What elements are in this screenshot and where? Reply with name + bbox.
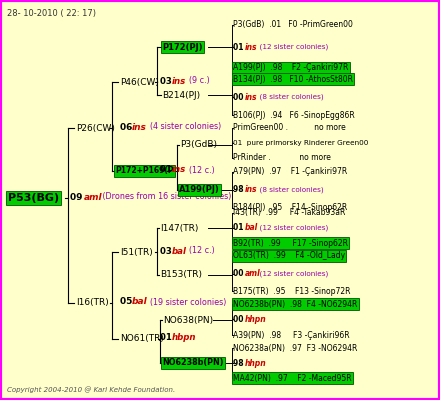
Text: NO61(TR): NO61(TR)	[120, 334, 164, 344]
Text: 01: 01	[233, 42, 246, 52]
Text: P53(BG): P53(BG)	[8, 193, 59, 203]
Text: 98: 98	[233, 186, 246, 194]
Text: PrRinder .            no more: PrRinder . no more	[233, 154, 331, 162]
Text: (9 c.): (9 c.)	[184, 76, 210, 86]
Text: (12 sister colonies): (12 sister colonies)	[255, 44, 328, 50]
Text: 03: 03	[160, 246, 175, 256]
Text: I51(TR): I51(TR)	[120, 248, 153, 256]
Text: Copyright 2004-2010 @ Karl Kehde Foundation.: Copyright 2004-2010 @ Karl Kehde Foundat…	[7, 386, 175, 393]
Text: B153(TR): B153(TR)	[160, 270, 202, 280]
Text: B134(PJ)  .98   F10 -AthosSt80R: B134(PJ) .98 F10 -AthosSt80R	[233, 74, 353, 84]
Text: (19 sister colonies): (19 sister colonies)	[145, 298, 226, 306]
Text: bal: bal	[245, 224, 258, 232]
Text: A199(PJ): A199(PJ)	[179, 186, 220, 194]
Text: ins: ins	[245, 92, 257, 102]
Text: (Drones from 16 sister colonies): (Drones from 16 sister colonies)	[100, 192, 231, 202]
Text: bal: bal	[132, 298, 148, 306]
Text: A39(PN)  .98     F3 -Çankiri96R: A39(PN) .98 F3 -Çankiri96R	[233, 330, 350, 340]
Text: B184(PJ)  .95    F14 -Sinop62R: B184(PJ) .95 F14 -Sinop62R	[233, 204, 347, 212]
Text: NO6238b(PN)  .98  F4 -NO6294R: NO6238b(PN) .98 F4 -NO6294R	[233, 300, 357, 308]
Text: NO6238b(PN): NO6238b(PN)	[162, 358, 224, 368]
Text: B106(PJ)  .94   F6 -SinopEgg86R: B106(PJ) .94 F6 -SinopEgg86R	[233, 110, 355, 120]
Text: ins: ins	[245, 186, 257, 194]
Text: 28- 10-2010 ( 22: 17): 28- 10-2010 ( 22: 17)	[7, 9, 96, 18]
Text: NO6238a(PN)  .97  F3 -NO6294R: NO6238a(PN) .97 F3 -NO6294R	[233, 344, 357, 352]
Text: (12 c.): (12 c.)	[184, 166, 215, 174]
Text: aml: aml	[245, 270, 261, 278]
Text: MA42(PN)  .97    F2 -Maced95R: MA42(PN) .97 F2 -Maced95R	[233, 374, 352, 382]
Text: ins: ins	[132, 122, 147, 132]
Text: ins: ins	[172, 76, 186, 86]
Text: 06: 06	[120, 122, 136, 132]
Text: hhpn: hhpn	[245, 314, 267, 324]
Text: 01: 01	[160, 334, 175, 342]
Text: A79(PN)  .97    F1 -Çankiri97R: A79(PN) .97 F1 -Çankiri97R	[233, 168, 347, 176]
Text: aml: aml	[84, 192, 103, 202]
Text: (12 c.): (12 c.)	[184, 246, 215, 256]
Text: 00: 00	[233, 270, 246, 278]
Text: PrimGreen00 .           no more: PrimGreen00 . no more	[233, 124, 346, 132]
Text: (8 sister colonies): (8 sister colonies)	[255, 187, 324, 193]
Text: B92(TR)  .99     F17 -Sinop62R: B92(TR) .99 F17 -Sinop62R	[233, 238, 348, 248]
Text: ins: ins	[245, 42, 257, 52]
Text: (12 sister colonies): (12 sister colonies)	[255, 225, 328, 231]
Text: 05: 05	[120, 298, 136, 306]
Text: P26(CW): P26(CW)	[76, 124, 115, 132]
Text: (4 sister colonies): (4 sister colonies)	[145, 122, 221, 132]
Text: NO638(PN): NO638(PN)	[163, 316, 213, 324]
Text: I43(TR)  .99     F4 -Takab93aR: I43(TR) .99 F4 -Takab93aR	[233, 208, 345, 218]
Text: P172(PJ): P172(PJ)	[162, 42, 202, 52]
Text: P3(GdB): P3(GdB)	[180, 140, 217, 150]
Text: hhpn: hhpn	[245, 358, 267, 368]
Text: 00: 00	[233, 314, 246, 324]
Text: bal: bal	[172, 246, 187, 256]
Text: I16(TR): I16(TR)	[76, 298, 109, 308]
Text: 01  pure primorsky Rinderer Green00: 01 pure primorsky Rinderer Green00	[233, 140, 368, 146]
Text: B214(PJ): B214(PJ)	[162, 90, 200, 100]
Text: I147(TR): I147(TR)	[160, 224, 198, 232]
Text: B175(TR)  .95    F13 -Sinop72R: B175(TR) .95 F13 -Sinop72R	[233, 286, 351, 296]
Text: ins: ins	[172, 166, 186, 174]
Text: P3(GdB)  .01   F0 -PrimGreen00: P3(GdB) .01 F0 -PrimGreen00	[233, 20, 353, 30]
Text: (8 sister colonies): (8 sister colonies)	[255, 94, 324, 100]
Text: 98: 98	[233, 358, 246, 368]
Text: A199(PJ)  .98    F2 -Çankiri97R: A199(PJ) .98 F2 -Çankiri97R	[233, 64, 348, 72]
Text: 01: 01	[160, 166, 175, 174]
Text: P172+P169(P: P172+P169(P	[115, 166, 174, 176]
Text: P46(CW): P46(CW)	[120, 78, 159, 86]
Text: 00: 00	[233, 92, 246, 102]
Text: hbpn: hbpn	[172, 334, 197, 342]
Text: 01: 01	[233, 224, 246, 232]
Text: OL63(TR)  .99    F4 -Old_Lady: OL63(TR) .99 F4 -Old_Lady	[233, 252, 345, 260]
Text: 09: 09	[70, 192, 86, 202]
Text: 03: 03	[160, 76, 175, 86]
Text: (12 sister colonies): (12 sister colonies)	[255, 271, 328, 277]
